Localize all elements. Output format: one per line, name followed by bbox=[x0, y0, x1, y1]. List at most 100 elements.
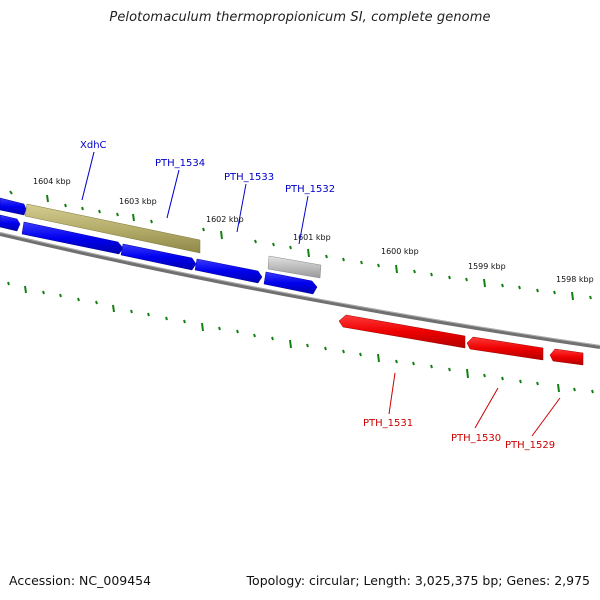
tick bbox=[359, 352, 362, 357]
length-label: Length: bbox=[363, 573, 411, 588]
tick bbox=[271, 336, 274, 341]
tick bbox=[501, 283, 504, 288]
gene-xdhc[interactable] bbox=[24, 203, 201, 254]
tick bbox=[95, 300, 98, 305]
genes-value: 2,975 bbox=[554, 573, 590, 588]
scale-label-1604: 1604 kbp bbox=[33, 177, 71, 186]
accession-info: Accession: NC_009454 bbox=[9, 573, 151, 588]
tick bbox=[360, 260, 363, 265]
tick bbox=[518, 285, 521, 290]
leader-pth-1533 bbox=[236, 183, 247, 233]
tick bbox=[81, 206, 84, 211]
topology-value: circular bbox=[309, 573, 356, 588]
accession-value: NC_009454 bbox=[79, 573, 152, 588]
tick bbox=[465, 277, 468, 282]
tick bbox=[306, 343, 309, 348]
gene-labels: XdhC PTH_1534 PTH_1533 PTH_1532 PTH_1531… bbox=[80, 140, 555, 451]
forward-strand-genes bbox=[0, 197, 322, 295]
tick bbox=[77, 297, 80, 302]
tick bbox=[483, 373, 486, 378]
leader-pth-1530 bbox=[474, 387, 499, 429]
scale-label-1603: 1603 kbp bbox=[119, 197, 157, 206]
tick bbox=[553, 290, 556, 295]
tick bbox=[483, 278, 486, 288]
tick bbox=[589, 295, 592, 300]
tick bbox=[430, 364, 433, 369]
tick bbox=[147, 312, 150, 317]
tick bbox=[557, 383, 560, 393]
tick bbox=[24, 285, 27, 294]
tick bbox=[116, 212, 119, 217]
genome-backbone bbox=[0, 232, 600, 349]
tick bbox=[130, 309, 133, 314]
tick bbox=[183, 319, 186, 324]
label-pth-1532[interactable]: PTH_1532 bbox=[285, 184, 335, 195]
tick bbox=[536, 381, 539, 386]
tick bbox=[325, 254, 328, 259]
reverse-strand-genes bbox=[338, 314, 584, 366]
tick bbox=[150, 219, 153, 224]
leader-pth-1532 bbox=[298, 195, 309, 245]
tick bbox=[430, 272, 433, 277]
tick bbox=[201, 322, 204, 332]
tick bbox=[377, 263, 380, 268]
tick bbox=[573, 387, 576, 392]
label-xdhc[interactable]: XdhC bbox=[80, 140, 107, 151]
tick bbox=[324, 346, 327, 351]
tick bbox=[448, 367, 451, 372]
label-pth-1534[interactable]: PTH_1534 bbox=[155, 158, 205, 169]
tick bbox=[220, 230, 223, 240]
tick bbox=[254, 239, 257, 244]
tick bbox=[571, 291, 574, 301]
genes-label: Genes: bbox=[506, 573, 551, 588]
scale-ticks-inner bbox=[7, 281, 594, 394]
gene-pth-1533[interactable] bbox=[194, 258, 263, 284]
label-leaders bbox=[81, 151, 561, 437]
tick bbox=[165, 316, 168, 321]
tick bbox=[519, 379, 522, 384]
gene-pth-1532[interactable] bbox=[263, 271, 318, 295]
tick bbox=[395, 359, 398, 364]
tick bbox=[377, 353, 380, 363]
leader-pth-1529 bbox=[531, 397, 561, 437]
label-pth-1531[interactable]: PTH_1531 bbox=[363, 418, 413, 429]
gene-pth-1529[interactable] bbox=[549, 348, 584, 366]
tick bbox=[7, 281, 10, 286]
tick bbox=[218, 326, 221, 331]
tick bbox=[591, 389, 594, 394]
scale-label-1602: 1602 kbp bbox=[206, 215, 244, 224]
gene-forward-lower-1[interactable] bbox=[21, 221, 124, 255]
tick bbox=[46, 194, 49, 203]
tick bbox=[466, 368, 469, 379]
genome-backbone-highlight bbox=[0, 232, 600, 346]
gene-pth-1531[interactable] bbox=[338, 314, 466, 349]
gene-pth-1530[interactable] bbox=[466, 336, 544, 361]
tick bbox=[272, 242, 275, 247]
tick bbox=[412, 361, 415, 366]
tick bbox=[112, 304, 115, 313]
tick bbox=[536, 288, 539, 293]
scale-label-1599: 1599 kbp bbox=[468, 262, 506, 271]
leader-pth-1534 bbox=[166, 169, 180, 219]
leader-pth-1531 bbox=[388, 372, 396, 415]
label-pth-1533[interactable]: PTH_1533 bbox=[224, 172, 274, 183]
accession-label: Accession: bbox=[9, 573, 76, 588]
tick bbox=[9, 190, 13, 195]
genome-title: Pelotomaculum thermopropionicum SI, comp… bbox=[109, 10, 491, 25]
tick bbox=[289, 245, 292, 250]
tick bbox=[253, 333, 256, 338]
gene-forward-partial-2[interactable] bbox=[0, 214, 21, 232]
label-pth-1530[interactable]: PTH_1530 bbox=[451, 433, 501, 444]
gene-forward-partial-1[interactable] bbox=[0, 197, 27, 216]
scale-label-1601: 1601 kbp bbox=[293, 233, 331, 242]
scale-label-1600: 1600 kbp bbox=[381, 247, 419, 256]
gene-pth-1534[interactable] bbox=[120, 243, 197, 271]
tick bbox=[501, 376, 504, 381]
label-pth-1529[interactable]: PTH_1529 bbox=[505, 440, 555, 451]
tick bbox=[448, 275, 451, 280]
gene-grey[interactable] bbox=[267, 255, 322, 279]
topology-label: Topology: bbox=[246, 573, 306, 588]
tick bbox=[59, 293, 62, 298]
